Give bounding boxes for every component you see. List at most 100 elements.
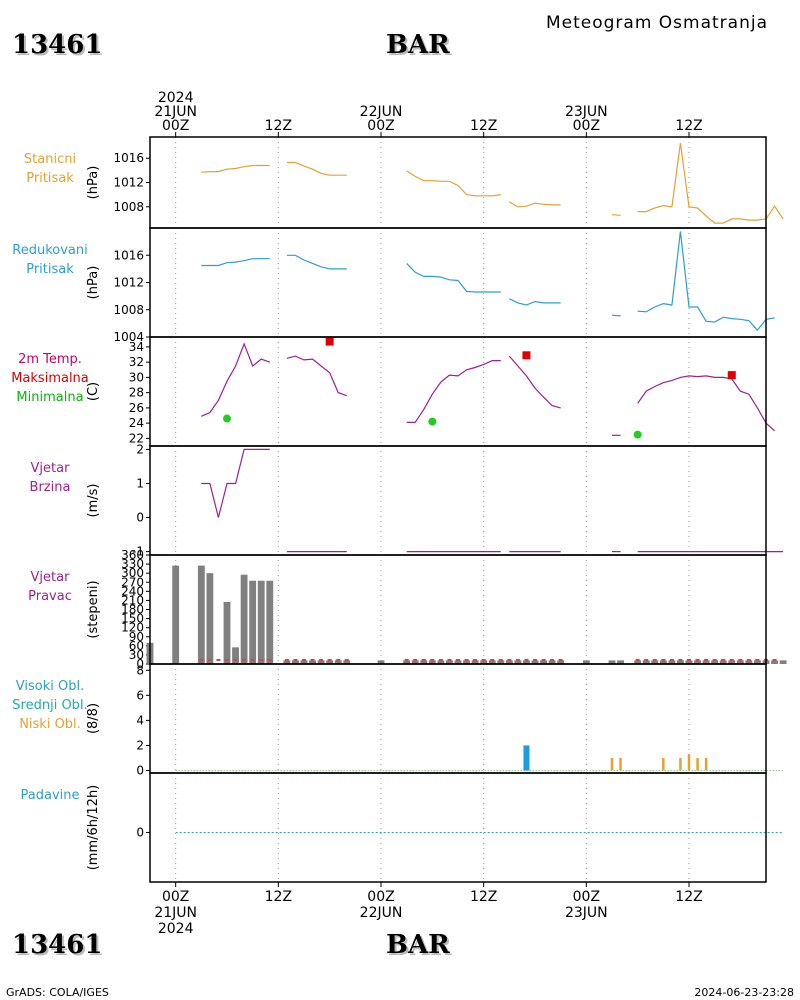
panel-frame bbox=[149, 445, 767, 556]
panel-label: Visoki Obl. bbox=[16, 679, 84, 694]
bottom-time-label: 12Z bbox=[675, 889, 702, 905]
series-line bbox=[637, 231, 775, 332]
series-line bbox=[201, 258, 270, 267]
series-line bbox=[406, 262, 501, 293]
wind-direction-bar bbox=[531, 660, 539, 664]
series-line bbox=[286, 355, 348, 397]
y-tick-label: 90 bbox=[129, 630, 144, 644]
wind-direction-bar bbox=[471, 660, 479, 664]
y-tick-label: 1008 bbox=[113, 303, 144, 317]
panel-frame bbox=[149, 136, 767, 229]
calm-marker bbox=[259, 659, 264, 661]
wind-direction-bar bbox=[326, 660, 334, 664]
wind-direction-bar bbox=[497, 660, 505, 664]
y-tick-label: 360 bbox=[121, 548, 144, 562]
calm-marker bbox=[661, 659, 666, 661]
wind-direction-bar bbox=[651, 660, 659, 664]
y-tick-label: 1008 bbox=[113, 200, 144, 214]
wind-direction-bar bbox=[779, 660, 787, 664]
wind-direction-bar bbox=[702, 660, 710, 664]
calm-marker bbox=[293, 659, 298, 661]
calm-marker bbox=[464, 659, 469, 661]
wind-direction-bar bbox=[694, 660, 701, 664]
wind-direction-bar bbox=[514, 660, 522, 664]
y-axis-label: (hPa) bbox=[86, 266, 101, 300]
y-tick-label: 30 bbox=[129, 648, 144, 662]
wind-direction-bar bbox=[197, 565, 205, 664]
wind-direction-bar bbox=[446, 660, 453, 664]
y-axis-label: (hPa) bbox=[86, 166, 101, 200]
y-tick-label: 60 bbox=[129, 639, 144, 653]
calm-marker bbox=[704, 659, 709, 661]
y-tick-label: 6 bbox=[136, 688, 144, 702]
y-tick-label: 180 bbox=[121, 603, 144, 617]
calm-marker bbox=[404, 659, 409, 661]
top-time-label: 2024 bbox=[158, 90, 194, 106]
y-tick-label: 0 bbox=[136, 763, 144, 777]
wind-direction-bar bbox=[557, 660, 565, 664]
calm-marker bbox=[687, 659, 691, 661]
cloud-bar bbox=[523, 745, 530, 771]
wind-direction-bar bbox=[668, 660, 676, 664]
calm-marker bbox=[498, 659, 503, 661]
series-line bbox=[201, 448, 270, 518]
series-line bbox=[201, 342, 271, 417]
calm-marker bbox=[250, 659, 255, 661]
calm-marker bbox=[438, 659, 443, 661]
wind-direction-bar bbox=[206, 573, 214, 664]
cloud-bar bbox=[696, 757, 699, 771]
panel-padavine bbox=[146, 772, 784, 883]
calm-marker bbox=[199, 659, 204, 661]
panel-label: Maksimalna bbox=[11, 371, 89, 386]
wind-direction-bar bbox=[257, 580, 265, 664]
bottom-time-label: 2024 bbox=[158, 921, 194, 937]
top-time-label: 00Z bbox=[573, 118, 600, 134]
panel-label: Srednji Obl. bbox=[12, 698, 87, 713]
wind-direction-bar bbox=[283, 660, 291, 664]
wind-direction-bar bbox=[240, 574, 248, 664]
bottom-time-label: 21JUN bbox=[154, 905, 197, 921]
series-line bbox=[611, 314, 621, 317]
calm-marker bbox=[413, 659, 418, 661]
calm-marker bbox=[738, 659, 743, 661]
wind-direction-bar bbox=[685, 660, 693, 664]
footer-timestamp: 2024-06-23-23:28 bbox=[694, 986, 794, 999]
y-axis-label: (8/8) bbox=[86, 703, 101, 734]
series-line bbox=[509, 298, 561, 306]
min-temp-point bbox=[223, 414, 231, 423]
y-tick-label: 8 bbox=[136, 663, 144, 677]
wind-direction-bar bbox=[642, 660, 650, 664]
calm-marker bbox=[430, 659, 435, 661]
wind-direction-bar bbox=[617, 660, 624, 664]
wind-direction-bar bbox=[343, 660, 351, 664]
series-line bbox=[611, 214, 621, 216]
panel-frame bbox=[149, 336, 767, 447]
bottom-time-label: 12Z bbox=[265, 889, 292, 905]
calm-marker bbox=[447, 659, 452, 661]
min-temp-point bbox=[428, 417, 437, 426]
wind-direction-bar bbox=[428, 660, 436, 664]
panel-label: Pravac bbox=[28, 589, 72, 604]
panel-label: Padavine bbox=[21, 788, 80, 803]
calm-marker bbox=[533, 659, 537, 661]
panel-label: Brzina bbox=[30, 480, 71, 495]
max-temp-point bbox=[727, 371, 736, 380]
top-time-label: 12Z bbox=[265, 118, 292, 134]
top-time-label: 12Z bbox=[470, 118, 497, 134]
y-tick-label: 150 bbox=[121, 612, 144, 626]
calm-marker bbox=[327, 659, 332, 661]
wind-direction-bar bbox=[249, 580, 257, 664]
wind-direction-bar bbox=[719, 660, 727, 664]
y-tick-label: 1016 bbox=[113, 151, 144, 165]
series-line bbox=[637, 375, 776, 432]
series-line bbox=[201, 164, 270, 173]
wind-direction-bar bbox=[582, 660, 590, 664]
y-tick-label: 28 bbox=[129, 386, 144, 400]
wind-direction-bar bbox=[736, 660, 744, 664]
y-tick-label: 300 bbox=[121, 566, 144, 580]
panel-redukovani bbox=[146, 227, 775, 338]
bottom-time-label: 23JUN bbox=[565, 905, 608, 921]
wind-direction-bar bbox=[300, 660, 308, 664]
station-name-bottom: BAR bbox=[386, 930, 450, 960]
